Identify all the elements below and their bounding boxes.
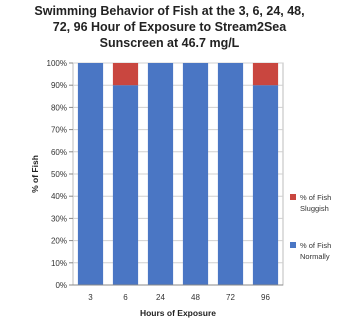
legend-swatch	[290, 242, 296, 248]
bar-segment-normal	[182, 63, 209, 285]
x-tick-label: 3	[88, 293, 93, 302]
x-tick-label: 48	[191, 293, 200, 302]
y-tick-label: 80%	[51, 103, 67, 112]
y-tick-label: 60%	[51, 148, 67, 157]
legend-swatch	[290, 194, 296, 200]
y-tick-label: 50%	[51, 170, 67, 179]
x-tick-label: 24	[156, 293, 165, 302]
bar-segment-normal	[112, 85, 139, 285]
x-tick-label: 96	[261, 293, 270, 302]
bar-segment-normal	[252, 85, 279, 285]
y-tick-label: 20%	[51, 237, 67, 246]
x-tick-label: 6	[123, 293, 128, 302]
y-tick-label: 40%	[51, 192, 67, 201]
bar-segment-normal	[147, 63, 174, 285]
legend-label: Sluggish	[300, 204, 329, 213]
chart-title-line-2: 72, 96 Hour of Exposure to Stream2Sea	[52, 20, 287, 34]
y-tick-label: 0%	[55, 281, 67, 290]
y-tick-label: 70%	[51, 126, 67, 135]
y-axis-title: % of Fish	[30, 155, 40, 193]
y-tick-label: 100%	[47, 59, 67, 68]
legend-label: Normally	[300, 252, 330, 261]
legend-label: % of Fish	[300, 193, 331, 202]
y-tick-label: 90%	[51, 81, 67, 90]
bar-segment-normal	[217, 63, 244, 285]
chart-title-line-3: Sunscreen at 46.7 mg/L	[99, 36, 240, 50]
x-tick-label: 72	[226, 293, 235, 302]
bar-segment-sluggish	[112, 63, 139, 86]
legend-label: % of Fish	[300, 241, 331, 250]
x-axis-title: Hours of Exposure	[140, 308, 216, 318]
y-tick-label: 30%	[51, 214, 67, 223]
bar-segment-sluggish	[252, 63, 279, 86]
bar-segment-normal	[77, 63, 104, 285]
y-tick-label: 10%	[51, 259, 67, 268]
chart-title-line-1: Swimming Behavior of Fish at the 3, 6, 2…	[34, 4, 305, 18]
